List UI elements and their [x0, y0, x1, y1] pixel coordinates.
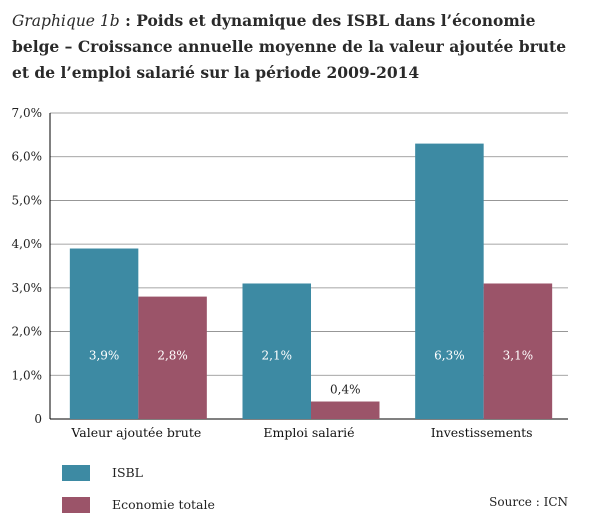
legend-label: ISBL: [112, 465, 143, 480]
legend-swatch: [62, 465, 90, 481]
y-tick-label: 7,0%: [12, 106, 43, 120]
bar-isbl: [69, 248, 139, 419]
y-tick-label: 5,0%: [12, 193, 43, 207]
y-tick-label: 6,0%: [12, 150, 43, 164]
data-label: 6,3%: [434, 349, 465, 363]
bar-economie-totale: [311, 401, 380, 419]
data-label: 2,1%: [262, 349, 293, 363]
chart-title-lead: Graphique 1b: [12, 12, 120, 30]
x-category-label: Investissements: [431, 425, 533, 440]
bar-economie-totale: [483, 283, 553, 419]
y-tick-label: 4,0%: [12, 237, 43, 251]
source-note: Source : ICN: [489, 495, 568, 509]
data-label: 2,8%: [157, 349, 188, 363]
bar-isbl: [242, 283, 311, 419]
legend-swatch: [62, 497, 90, 513]
x-category-label: Valeur ajoutée brute: [70, 425, 201, 440]
legend-label: Economie totale: [112, 497, 215, 512]
data-label: 3,9%: [89, 349, 120, 363]
data-label: 0,4%: [330, 383, 361, 397]
y-tick-label: 3,0%: [12, 281, 43, 295]
x-category-label: Emploi salarié: [263, 425, 354, 440]
chart-title: Graphique 1b : Poids et dynamique des IS…: [12, 8, 572, 86]
y-tick-label: 2,0%: [12, 325, 43, 339]
bar-isbl: [415, 143, 484, 419]
y-tick-label: 1,0%: [12, 368, 43, 382]
chart-title-text: : Poids et dynamique des ISBL dans l’éco…: [12, 11, 567, 82]
bar-economie-totale: [138, 296, 207, 419]
y-tick-label: 0: [34, 412, 42, 426]
data-label: 3,1%: [503, 349, 534, 363]
